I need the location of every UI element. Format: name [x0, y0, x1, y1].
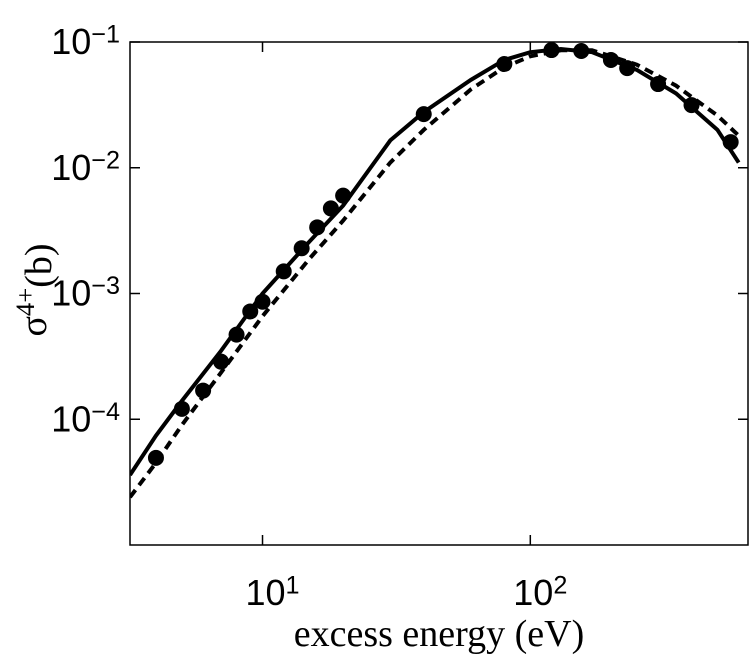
- y-tick-label: 10−1: [51, 21, 120, 62]
- x-tick-label: 102: [513, 572, 567, 613]
- ticks: 10−4 10−3 10−2 10−1 101 102: [51, 21, 748, 613]
- data-point: [195, 382, 212, 399]
- data-point: [228, 326, 245, 343]
- solid-line: [130, 46, 741, 477]
- y-tick-label: 10−4: [51, 398, 120, 439]
- data-layer: [130, 42, 741, 499]
- dashed-line: [130, 48, 741, 499]
- x-axis-label: excess energy (eV): [294, 613, 585, 655]
- y-tick-label: 10−2: [51, 146, 120, 187]
- y-axis-label: σ4+(b): [10, 243, 60, 336]
- y-tick-label: 10−3: [51, 272, 120, 313]
- x-tick-label: 101: [245, 572, 299, 613]
